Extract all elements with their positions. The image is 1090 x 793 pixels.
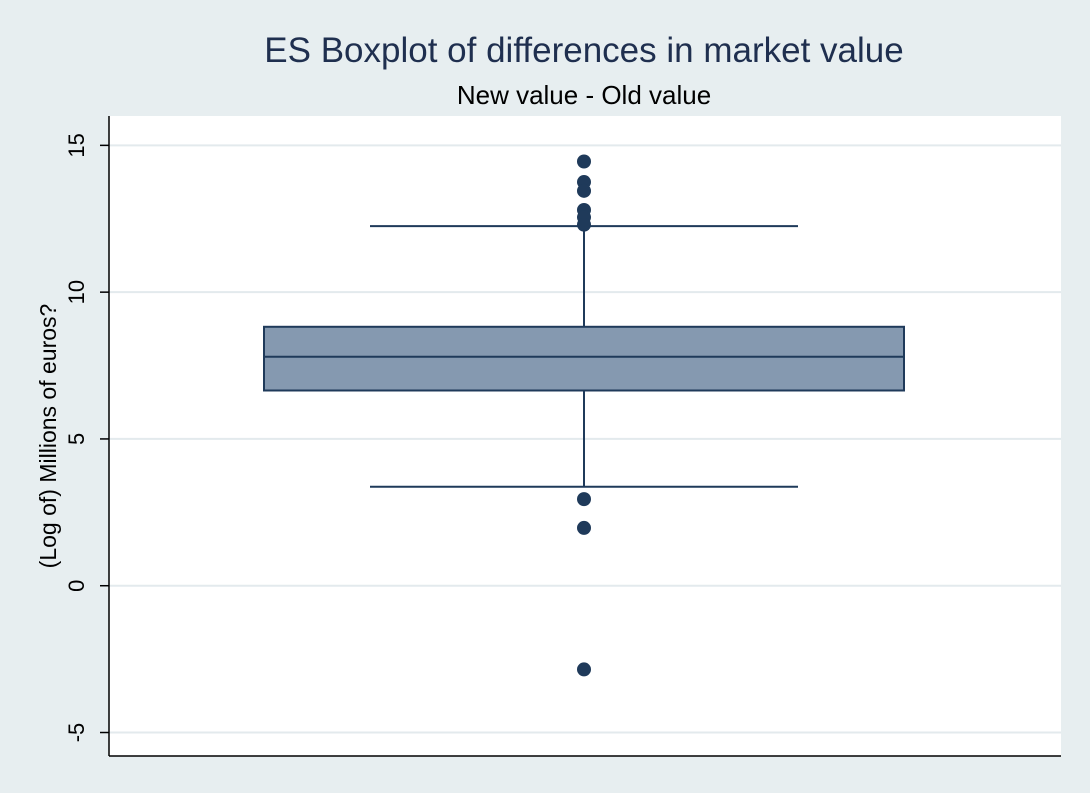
y-tick-label: -5 [64,723,89,743]
outlier-point [577,154,591,169]
outlier-point [577,662,591,677]
chart-subtitle: New value - Old value [457,80,711,110]
y-tick-label: 10 [64,280,89,304]
y-tick-label: 5 [64,433,89,445]
chart-title: ES Boxplot of differences in market valu… [264,31,903,70]
y-axis-ticks: 15 10 5 0 -5 [64,133,109,742]
y-tick-label: 15 [64,133,89,157]
y-tick-label: 0 [64,580,89,592]
outlier-points [577,154,591,677]
interquartile-box [263,325,905,392]
y-axis-label: (Log of) Millions of euros? [35,304,61,569]
outlier-point [577,520,591,535]
outlier-point [577,217,591,232]
box-group [263,225,905,488]
outlier-point [577,492,591,507]
outlier-point [577,183,591,198]
